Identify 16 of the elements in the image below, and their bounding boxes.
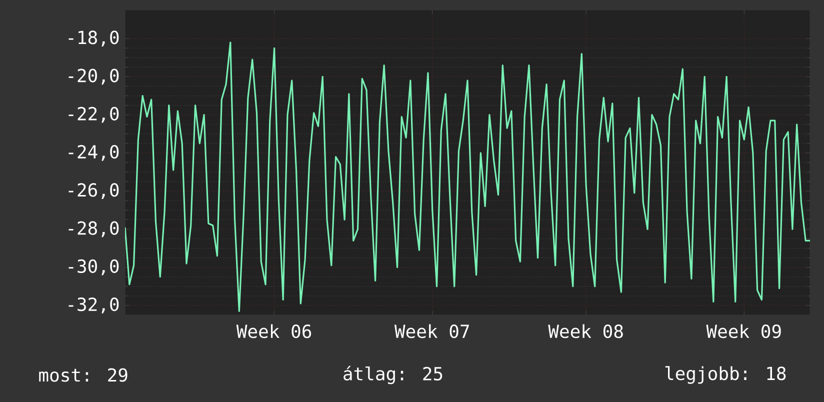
x-tick-label: Week 06 bbox=[236, 324, 312, 338]
y-tick-label: -28,0 bbox=[68, 221, 119, 238]
y-tick-label: -22,0 bbox=[68, 106, 119, 123]
y-tick-label: -32,0 bbox=[68, 298, 119, 314]
x-tick-label: Week 09 bbox=[706, 324, 781, 338]
x-tick-label: Week 08 bbox=[548, 324, 623, 338]
x-tick-label: Week 07 bbox=[394, 324, 469, 338]
y-tick-label: -18,0 bbox=[68, 30, 119, 47]
y-tick-label: -20,0 bbox=[68, 68, 119, 85]
text: most: 29 bbox=[39, 368, 128, 382]
text: átlag: 25 bbox=[344, 366, 442, 384]
y-tick-label: -30,0 bbox=[68, 259, 119, 276]
line-series bbox=[125, 42, 810, 312]
text: legjobb: 18 bbox=[665, 366, 786, 384]
y-tick-label: -26,0 bbox=[68, 183, 119, 200]
y-tick-label: -24,0 bbox=[68, 145, 119, 161]
